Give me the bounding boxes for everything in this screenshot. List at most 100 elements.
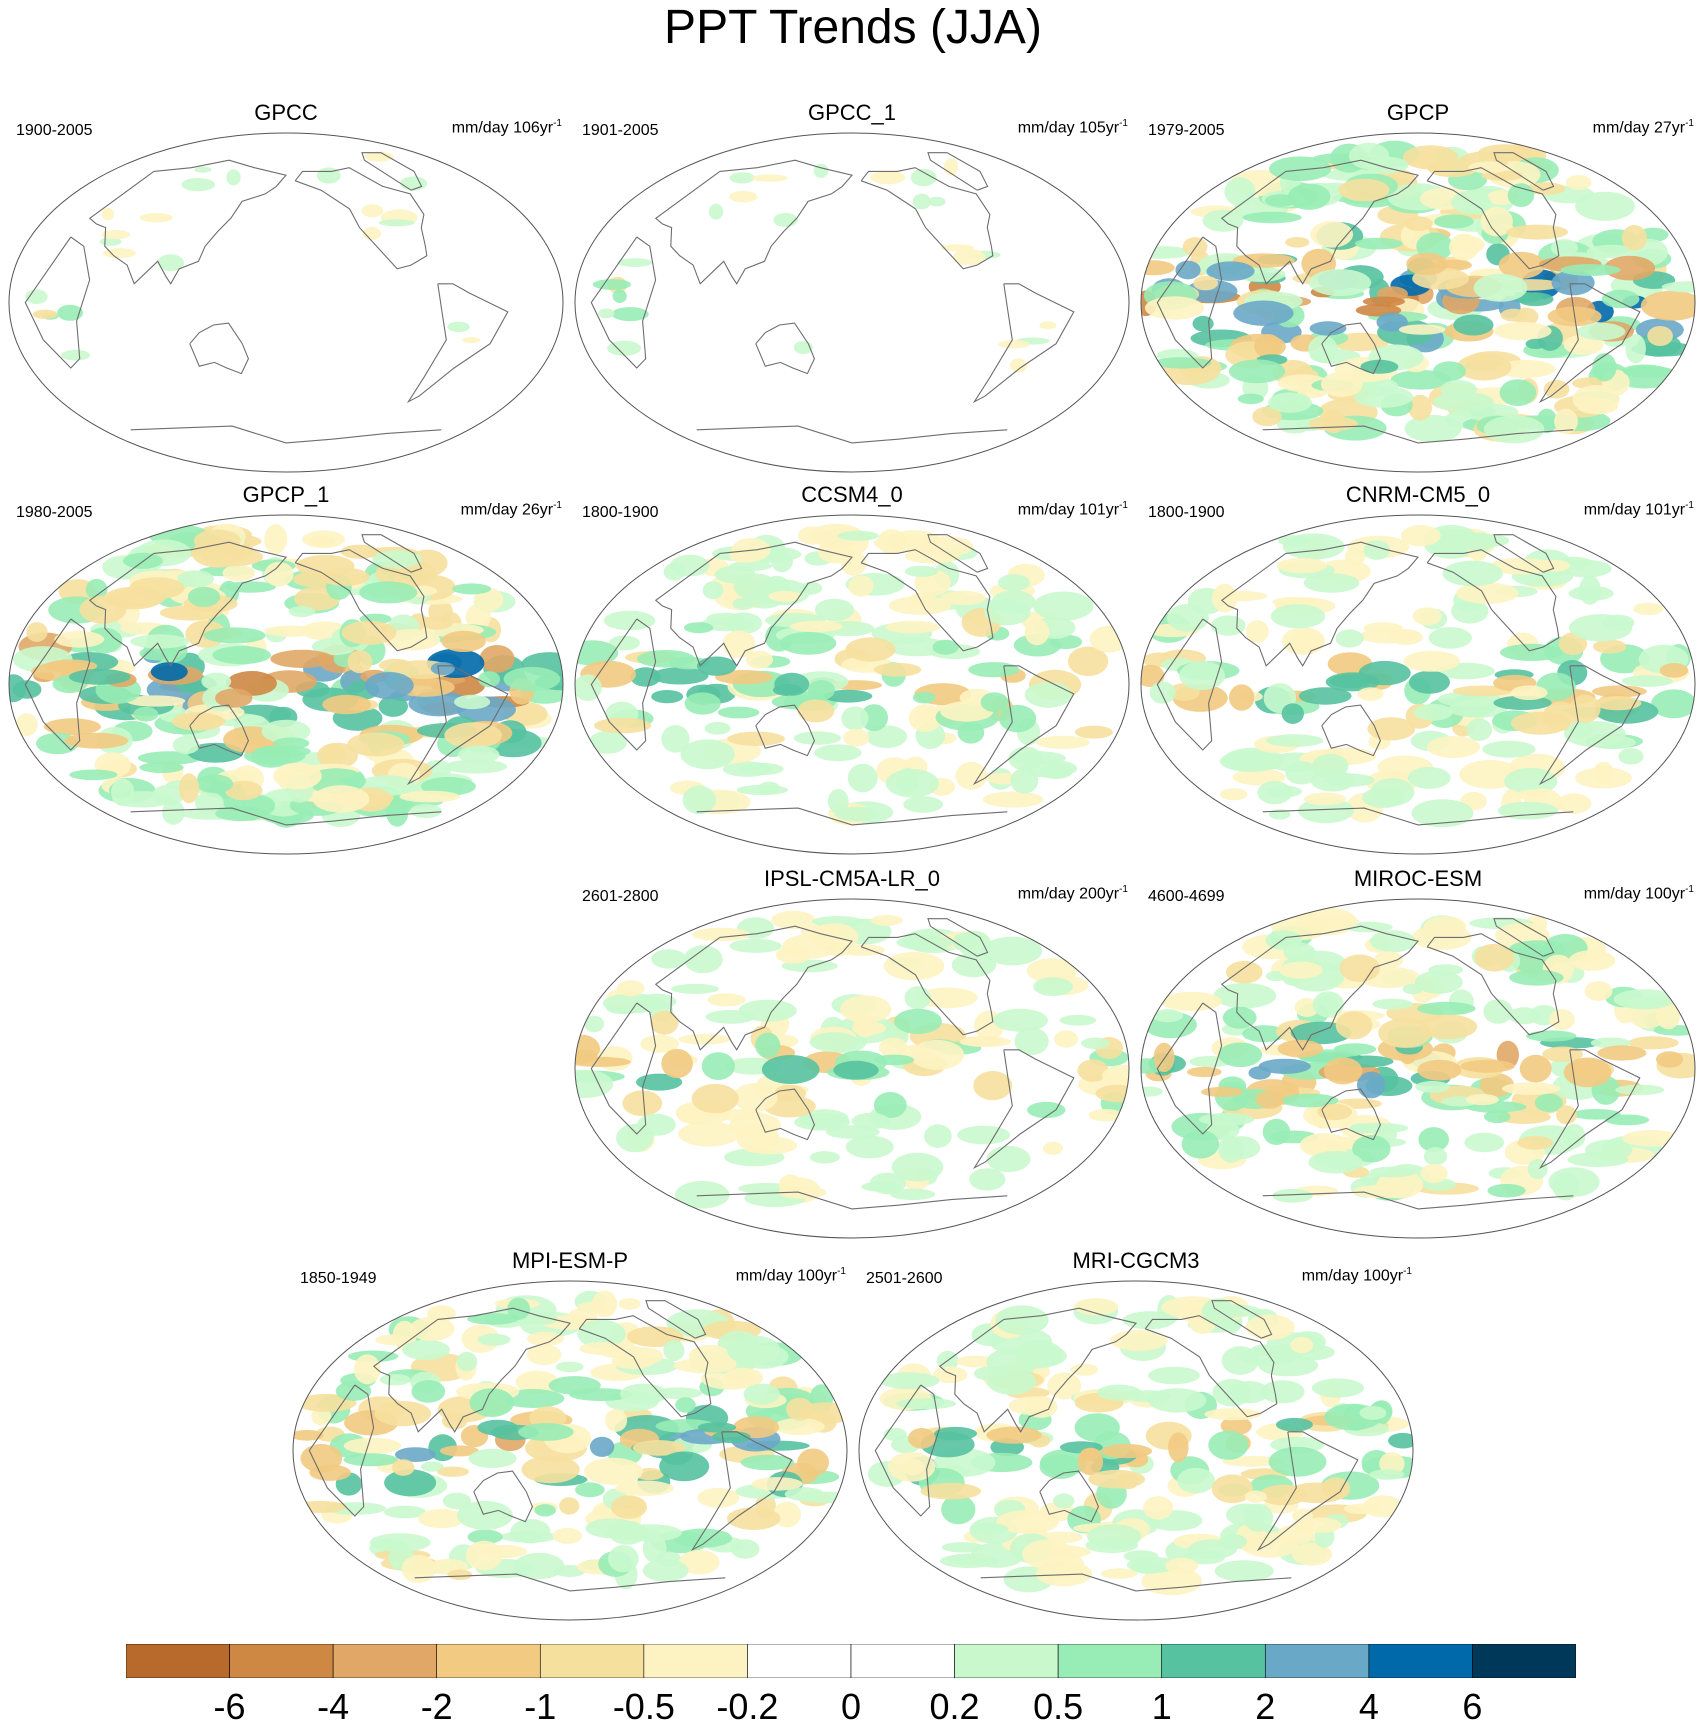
coastline [1156, 236, 1223, 369]
dry-trend-patch [956, 1355, 996, 1368]
wet-trend-patch [873, 1092, 907, 1118]
wet-trend-patch [1152, 1009, 1184, 1023]
colorbar-swatch [1057, 1644, 1163, 1678]
antarctica-coastline [980, 1573, 1292, 1592]
wet-trend-patch [1268, 1446, 1327, 1477]
dry-trend-patch [32, 309, 58, 319]
dry-trend-patch [1047, 1372, 1082, 1400]
dry-trend-patch [1408, 394, 1432, 421]
wet-trend-patch [1407, 766, 1451, 789]
dry-trend-patch [1339, 954, 1380, 982]
dry-trend-patch [1117, 1472, 1139, 1490]
wet-trend-patch [611, 307, 649, 322]
dry-trend-patch [1549, 1009, 1575, 1031]
coastline [1493, 918, 1555, 957]
wet-trend-patch [212, 646, 271, 665]
wet-trend-patch [733, 573, 779, 601]
wet-trend-patch [608, 1545, 639, 1573]
dry-trend-patch [870, 914, 903, 926]
dry-trend-patch [920, 1482, 982, 1500]
wet-trend-patch [784, 1487, 825, 1501]
colorbar-tick-label: -0.5 [612, 1686, 675, 1727]
wet-trend-patch [1409, 670, 1450, 694]
wet-trend-patch [577, 1319, 626, 1349]
dry-trend-patch [1054, 1030, 1078, 1048]
coastline [308, 1384, 375, 1517]
wet-trend-patch [1208, 1430, 1249, 1460]
wet-trend-patch [1589, 735, 1636, 750]
panel-title: GPCP [1386, 100, 1450, 125]
wet-trend-patch [430, 662, 455, 675]
coastline [590, 1002, 657, 1135]
dry-trend-patch [1621, 225, 1648, 251]
dry-trend-patch [312, 785, 370, 813]
dry-trend-patch [727, 1507, 781, 1530]
wet-trend-patch [730, 1539, 760, 1559]
dry-trend-patch [177, 714, 226, 728]
dry-trend-patch [341, 620, 397, 645]
wet-trend-patch [602, 993, 664, 1014]
wet-trend-patch [995, 1305, 1049, 1335]
panel-period: 1800-1900 [582, 504, 659, 521]
dry-trend-patch [401, 1555, 436, 1583]
dry-trend-patch [771, 910, 816, 930]
wet-trend-patch [973, 1366, 1010, 1381]
wet-trend-patch [1442, 560, 1503, 587]
dry-trend-patch [1323, 1057, 1363, 1085]
wet-trend-patch [137, 751, 202, 765]
wet-trend-patch [951, 952, 997, 978]
wet-trend-patch [378, 219, 415, 227]
wet-trend-patch [680, 739, 735, 770]
wet-trend-patch [1268, 392, 1312, 413]
wet-trend-patch [773, 213, 798, 227]
wet-trend-patch [982, 936, 1043, 966]
wet-trend-patch [1243, 1503, 1274, 1532]
wet-trend-patch [1266, 734, 1324, 747]
wet-trend-patch [1277, 535, 1310, 546]
wet-trend-patch [675, 1397, 696, 1413]
dry-trend-patch [1080, 1447, 1101, 1461]
world-map [1140, 514, 1696, 855]
dry-trend-patch [317, 742, 358, 769]
panel-title: CCSM4_0 [801, 482, 903, 507]
map-panel: GPCC 1900-2005 mm/day 106yr-1 [6, 100, 566, 478]
dry-trend-patch [526, 1344, 562, 1365]
wet-trend-patch [1423, 1147, 1448, 1166]
dry-trend-patch [775, 945, 811, 964]
dry-trend-patch [611, 1353, 655, 1370]
wet-trend-patch [1312, 753, 1349, 779]
wet-trend-patch [809, 1032, 859, 1052]
wet-trend-patch [1418, 1127, 1449, 1152]
dry-trend-patch [1456, 353, 1512, 381]
wet-trend-patch [941, 1494, 976, 1525]
wet-trend-patch [793, 731, 842, 745]
wet-trend-patch [1517, 292, 1554, 307]
wet-trend-patch [684, 692, 721, 715]
wet-trend-patch [607, 340, 642, 356]
wet-trend-patch [617, 258, 653, 267]
dry-trend-patch [1182, 237, 1208, 257]
wet-trend-patch [1333, 1043, 1377, 1055]
wet-trend-patch [1354, 237, 1403, 250]
wet-trend-patch [1509, 969, 1564, 986]
wet-trend-patch [1440, 380, 1477, 400]
wet-trend-patch [794, 1113, 850, 1131]
dry-trend-patch [1277, 1039, 1324, 1058]
coastline [645, 1300, 707, 1339]
wet-trend-patch [444, 759, 508, 774]
wet-trend-patch [1122, 1311, 1175, 1330]
wet-trend-patch [1015, 1340, 1063, 1369]
dry-trend-patch [126, 695, 186, 707]
dry-trend-patch [722, 630, 756, 658]
wet-trend-patch [755, 1032, 781, 1058]
wet-trend-patch [196, 774, 234, 794]
dry-trend-patch [786, 1397, 814, 1421]
wet-trend-patch [1242, 1025, 1287, 1043]
dry-trend-patch [1255, 1090, 1284, 1109]
wet-trend-patch [400, 176, 428, 191]
wet-trend-patch [1081, 1037, 1110, 1050]
wet-trend-patch [823, 689, 873, 703]
wet-trend-patch [12, 680, 42, 699]
wet-trend-patch [841, 706, 869, 731]
dry-trend-patch [1290, 1336, 1314, 1354]
